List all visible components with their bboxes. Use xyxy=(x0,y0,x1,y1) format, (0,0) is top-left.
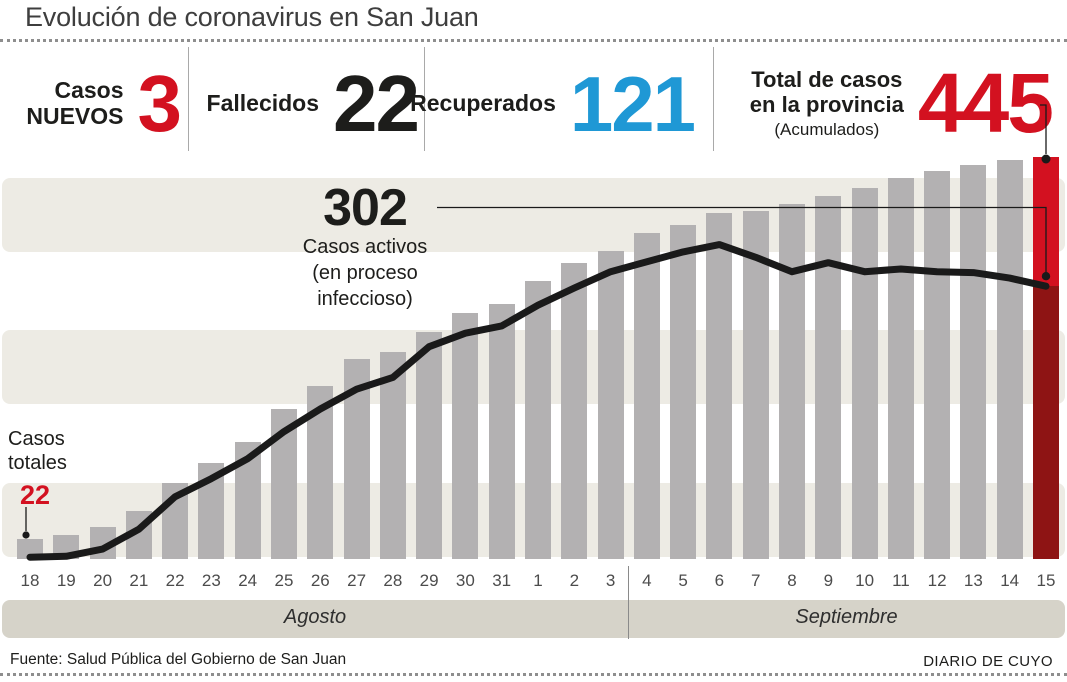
bar-total-cases xyxy=(379,352,406,559)
x-axis-day-label: 28 xyxy=(383,571,403,590)
bar-total-cases xyxy=(488,304,515,559)
month-divider-line xyxy=(628,566,629,639)
x-axis-day-label: 7 xyxy=(750,571,761,590)
first-day-annotation: Casos totales 22 xyxy=(8,428,67,510)
x-axis-day-label: 14 xyxy=(1000,571,1020,590)
x-axis-day-label: 8 xyxy=(787,571,797,590)
x-axis-day-label: 29 xyxy=(419,571,439,590)
bar-total-cases xyxy=(17,539,43,559)
x-axis-day-label: 9 xyxy=(823,571,834,590)
stat-deaths: Fallecidos 22 xyxy=(200,56,420,152)
x-axis-day-label: 27 xyxy=(347,571,367,590)
dotted-separator-top xyxy=(0,39,1067,42)
page-title: Evolución de coronavirus en San Juan xyxy=(25,2,479,32)
x-axis-day-label: 18 xyxy=(20,571,40,590)
stat-total-cases-sublabel: (Acumulados) xyxy=(774,119,880,139)
stat-recovered: Recuperados 121 xyxy=(410,56,696,152)
stat-divider xyxy=(713,47,714,151)
stat-recovered-label: Recuperados xyxy=(410,90,556,117)
bar-total-cases xyxy=(561,262,588,559)
x-axis-day-label: 2 xyxy=(569,571,580,590)
bar-total-cases xyxy=(525,280,551,559)
bar-total-cases xyxy=(89,527,116,559)
first-day-total-value: 22 xyxy=(20,480,51,510)
bar-total-cases xyxy=(597,251,624,559)
bar-total-cases xyxy=(416,332,443,559)
x-axis-day-label: 10 xyxy=(855,571,875,590)
x-axis-day-label: 30 xyxy=(455,571,475,590)
bar-total-cases xyxy=(887,177,914,559)
x-axis-day-label: 13 xyxy=(963,571,983,590)
bar-total-cases xyxy=(198,463,225,559)
month-band xyxy=(2,600,1065,638)
publisher-credit: DIARIO DE CUYO xyxy=(923,653,1053,670)
stat-recovered-value: 121 xyxy=(569,59,696,148)
bar-total-cases xyxy=(924,170,951,559)
bar-total-cases xyxy=(779,204,805,559)
bar-total-cases xyxy=(815,195,842,559)
x-axis-day-label: 26 xyxy=(310,571,330,590)
bar-total-cases xyxy=(343,359,370,559)
source-credit: Fuente: Salud Pública del Gobierno de Sa… xyxy=(10,651,347,668)
x-axis-day-label: 4 xyxy=(642,571,652,590)
x-axis-day-label: 3 xyxy=(605,571,616,590)
x-axis-day-label: 25 xyxy=(274,571,294,590)
x-axis-day-label: 20 xyxy=(93,571,113,590)
bar-total-cases xyxy=(234,441,261,559)
bar-total-cases xyxy=(307,385,334,559)
x-axis-day-label: 12 xyxy=(927,571,947,590)
x-axis-day-label: 15 xyxy=(1036,571,1056,590)
month-label-septiembre: Septiembre xyxy=(795,606,898,628)
bar-total-cases xyxy=(670,224,697,559)
dotted-separator-bottom xyxy=(0,673,1067,676)
bar-total-cases xyxy=(742,211,769,559)
bar-total-cases xyxy=(162,483,189,559)
x-axis-day-label: 31 xyxy=(492,571,512,590)
bar-total-cases xyxy=(452,313,479,559)
stat-total-cases-value: 445 xyxy=(917,56,1054,151)
stat-total-cases: Total de casos en la provincia (Acumulad… xyxy=(722,56,1054,152)
stat-deaths-value: 22 xyxy=(333,59,420,148)
x-axis-day-label: 6 xyxy=(714,571,725,590)
x-axis-day-label: 23 xyxy=(201,571,221,590)
bar-total-cases xyxy=(706,213,733,559)
bar-total-cases xyxy=(125,511,152,559)
stat-divider xyxy=(424,47,425,151)
active-cases-value: 302 xyxy=(323,179,408,237)
stat-new-cases: Casos NUEVOS 3 xyxy=(6,56,182,152)
x-axis-day-label: 11 xyxy=(892,571,910,590)
bar-total-cases xyxy=(53,534,80,559)
stat-total-cases-label: Total de casos en la provincia (Acumulad… xyxy=(749,67,904,139)
bar-total-cases xyxy=(633,232,660,559)
bar-total-cases xyxy=(960,165,987,559)
bar-highlight-active-portion xyxy=(1033,286,1059,559)
stat-new-cases-value: 3 xyxy=(137,59,182,148)
stat-deaths-label: Fallecidos xyxy=(206,90,320,117)
bar-total-cases xyxy=(271,409,297,559)
bar-highlight-total-above-active xyxy=(1033,157,1059,287)
x-axis-day-label: 5 xyxy=(678,571,688,590)
stat-divider xyxy=(188,47,189,151)
active-cases-annotation: 302 Casos activos (en proceso infeccioso… xyxy=(275,182,455,312)
bar-total-cases xyxy=(996,159,1023,559)
x-axis-day-label: 1 xyxy=(533,571,543,590)
x-axis-day-label: 21 xyxy=(129,571,149,590)
bar-total-cases xyxy=(851,187,878,559)
month-label-agosto: Agosto xyxy=(283,606,347,628)
x-axis-day-label: 24 xyxy=(238,571,258,590)
x-axis-day-label: 22 xyxy=(165,571,185,590)
x-axis-day-label: 19 xyxy=(56,571,76,590)
stat-new-cases-label: Casos NUEVOS xyxy=(26,77,124,129)
